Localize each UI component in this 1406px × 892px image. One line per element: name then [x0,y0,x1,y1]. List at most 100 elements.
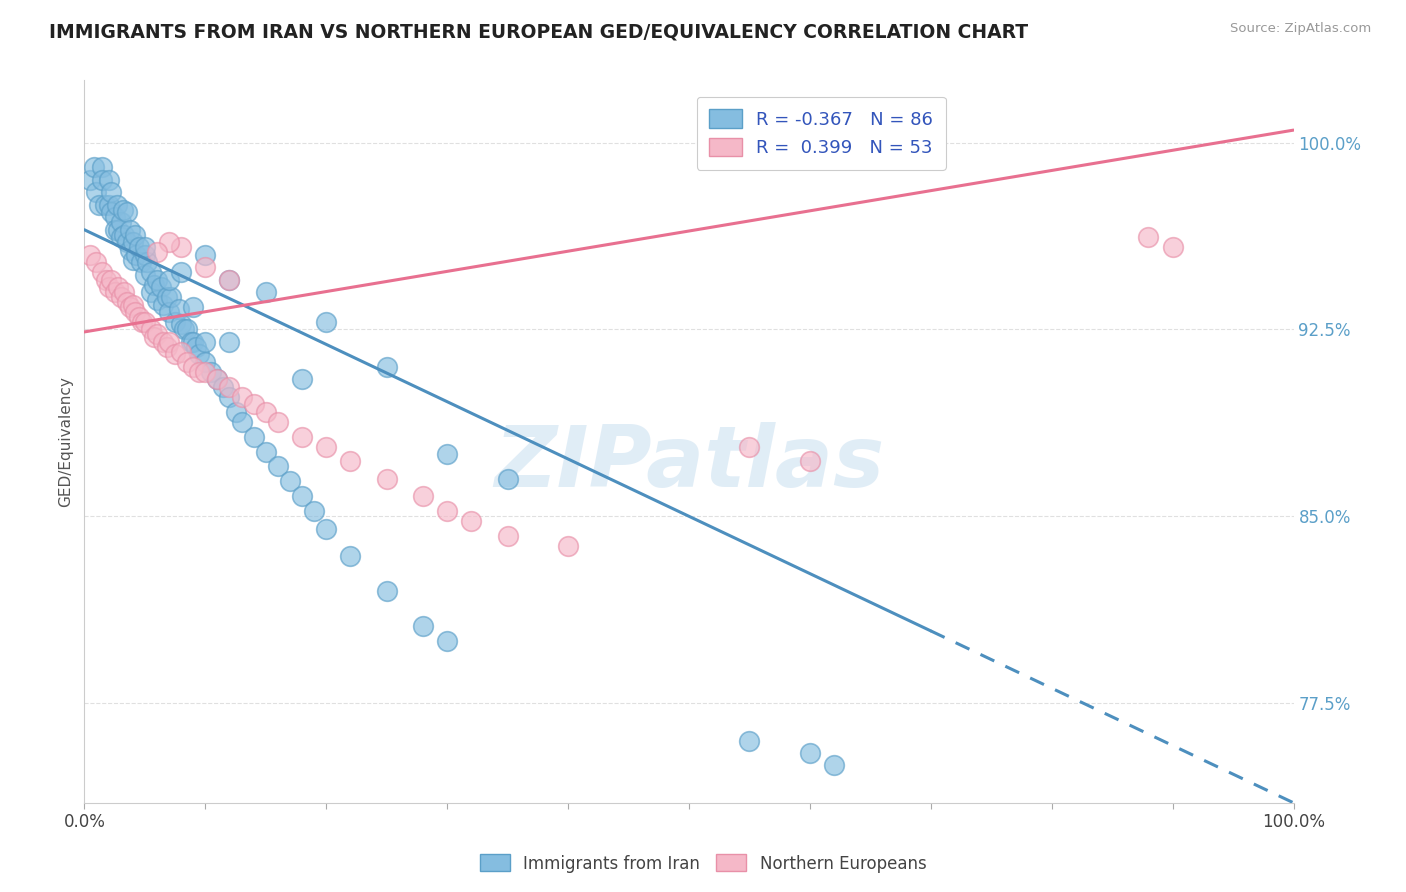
Point [115,295,138,310]
Point [460,514,482,528]
Point [128,310,150,324]
Point [139,285,162,299]
Text: Source: ZipAtlas.com: Source: ZipAtlas.com [1230,22,1371,36]
Point [94,198,117,212]
Point [212,380,235,394]
Point [194,248,217,262]
Point [94,272,117,286]
Point [225,404,247,418]
Point [121,252,143,267]
Point [128,240,150,254]
Point [339,549,361,563]
Point [557,539,579,553]
Point [170,240,193,254]
Point [97,198,120,212]
Point [120,243,142,257]
Point [97,280,120,294]
Point [124,305,146,319]
Point [231,415,253,429]
Point [218,380,240,394]
Point [146,245,169,260]
Point [134,248,156,262]
Point [112,227,135,242]
Point [188,347,211,361]
Point [129,255,152,269]
Point [180,334,202,349]
Point [143,330,166,344]
Point [157,235,180,250]
Point [157,334,180,349]
Point [339,454,361,468]
Point [146,293,169,307]
Point [139,265,162,279]
Point [170,318,193,332]
Point [143,277,166,292]
Point [242,429,264,443]
Point [254,404,277,418]
Point [194,334,217,349]
Point [107,223,129,237]
Point [231,390,253,404]
Point [86,186,108,200]
Point [136,255,159,269]
Point [149,280,172,294]
Point [104,223,127,237]
Point [315,522,337,536]
Point [375,359,398,374]
Point [267,459,290,474]
Point [496,472,519,486]
Point [302,504,325,518]
Point [104,211,127,225]
Point [139,322,162,336]
Point [181,334,204,349]
Point [184,340,207,354]
Point [1161,240,1184,254]
Point [157,272,180,286]
Point [799,746,821,760]
Text: ZIPatlas: ZIPatlas [494,422,884,505]
Point [207,372,229,386]
Point [152,334,174,349]
Point [181,359,204,374]
Point [87,198,110,212]
Point [412,619,434,633]
Point [107,280,129,294]
Point [170,265,193,279]
Point [799,454,821,468]
Point [104,285,127,299]
Point [100,205,122,219]
Point [155,290,177,304]
Point [176,355,198,369]
Point [124,227,146,242]
Point [254,444,277,458]
Point [112,202,135,217]
Point [194,355,217,369]
Point [155,340,177,354]
Point [291,429,314,443]
Point [157,305,180,319]
Point [134,315,156,329]
Point [120,223,142,237]
Point [188,365,211,379]
Point [86,255,108,269]
Point [218,334,240,349]
Point [97,173,120,187]
Text: IMMIGRANTS FROM IRAN VS NORTHERN EUROPEAN GED/EQUIVALENCY CORRELATION CHART: IMMIGRANTS FROM IRAN VS NORTHERN EUROPEA… [49,22,1028,41]
Point [254,285,277,299]
Point [207,372,229,386]
Point [291,489,314,503]
Point [105,198,128,212]
Point [146,272,169,286]
Point [170,344,193,359]
Point [165,315,187,329]
Point [181,300,204,314]
Point [738,440,761,454]
Point [167,302,190,317]
Point [121,235,143,250]
Point [194,260,217,274]
Point [100,272,122,286]
Point [110,290,132,304]
Point [218,272,240,286]
Point [125,248,148,262]
Point [79,248,101,262]
